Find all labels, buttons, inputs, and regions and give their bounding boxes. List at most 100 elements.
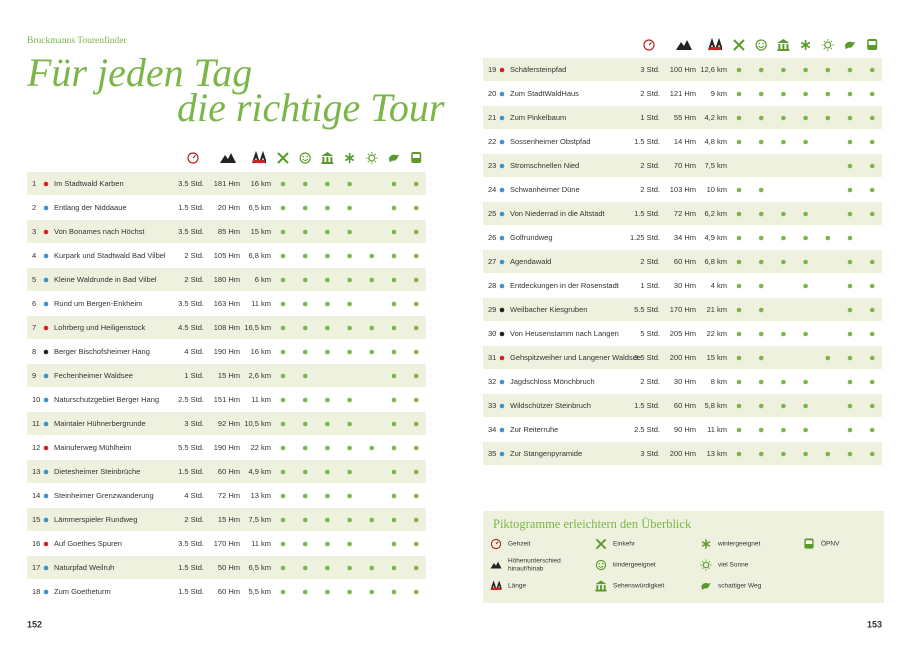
tour-time: 3 Std. (640, 65, 660, 74)
feature-dot (302, 517, 308, 523)
legend-label: Höhenunterschied (508, 558, 561, 565)
tour-marker (499, 115, 505, 121)
feature-dot (825, 235, 831, 241)
feature-dot (736, 331, 742, 337)
feature-dot (302, 565, 308, 571)
feature-dot (758, 139, 764, 145)
tour-time: 1.5 Std. (178, 563, 204, 572)
row-bg (483, 298, 882, 321)
feature-dot (369, 253, 375, 259)
feature-dot (391, 253, 397, 259)
feature-dot (280, 253, 286, 259)
feature-dot (869, 427, 875, 433)
feature-dot (280, 565, 286, 571)
row-bg (483, 178, 882, 201)
row-bg (483, 442, 882, 465)
tour-length: 21 km (707, 305, 727, 314)
feature-dot (869, 259, 875, 265)
feature-dot (736, 427, 742, 433)
feature-dot (847, 427, 853, 433)
tour-name: Fechenheimer Waldsee (54, 371, 133, 380)
feature-dot (347, 589, 352, 595)
legend-label: viel Sonne (718, 562, 749, 569)
feature-dot (803, 115, 808, 121)
feature-dot (736, 259, 742, 265)
feature-dot (302, 181, 308, 187)
tour-time: 3.5 Std. (178, 539, 204, 548)
feature-dot (280, 277, 286, 283)
tour-length: 13 km (707, 449, 727, 458)
feature-dot (280, 301, 286, 307)
feature-dot (391, 493, 397, 499)
tour-length: 6,2 km (704, 209, 727, 218)
tour-time: 3.5 Std. (178, 227, 204, 236)
feature-dot (825, 91, 831, 97)
tour-number: 16 (32, 539, 40, 548)
tour-time: 1.5 Std. (634, 401, 660, 410)
feature-dot (302, 229, 308, 235)
feature-dot (369, 565, 375, 571)
feature-dot (391, 445, 397, 451)
tour-ascent: 170 Hm (214, 539, 240, 548)
tour-length: 11 km (251, 539, 271, 548)
tour-length: 7,5 km (248, 515, 271, 524)
icon (755, 39, 767, 51)
feature-dot (369, 517, 375, 523)
feature-dot (325, 469, 330, 475)
page-number: 153 (867, 619, 882, 629)
tour-name: Gehspitzweiher und Langener Waldsee (510, 353, 641, 362)
tour-name: Zum Goetheturm (54, 587, 111, 596)
tour-number: 32 (488, 377, 496, 386)
tour-length: 6 km (255, 275, 271, 284)
tour-number: 34 (488, 425, 496, 434)
feature-dot (347, 541, 352, 547)
tour-name: Dietesheimer Steinbrüche (54, 467, 140, 476)
icon (804, 538, 814, 549)
row-bg (483, 202, 882, 225)
feature-dot (736, 379, 742, 385)
tour-time: 3.5 Std. (178, 179, 204, 188)
icon (867, 39, 878, 50)
tour-marker (499, 139, 505, 145)
feature-dot (413, 229, 419, 235)
tour-name: Rund um Bergen-Enkheim (54, 299, 142, 308)
icon (388, 154, 400, 163)
tour-name: Jagdschloss Mönchbruch (510, 377, 595, 386)
tour-length: 22 km (251, 443, 271, 452)
title-line: Für jeden Tag (26, 50, 252, 95)
tour-number: 4 (32, 251, 36, 260)
tour-name: Von Niederrad in die Altstadt (510, 209, 606, 218)
tour-number: 1 (32, 179, 36, 188)
tour-number: 30 (488, 329, 496, 338)
row-bg (483, 106, 882, 129)
feature-dot (391, 421, 397, 427)
tour-marker (499, 211, 505, 217)
row-bg (483, 418, 882, 441)
icon (821, 39, 834, 51)
row-bg (27, 268, 426, 291)
feature-dot (413, 565, 419, 571)
tour-name: Zum Pinkelbaum (510, 113, 566, 122)
tour-marker (43, 541, 49, 547)
tour-time: 1.5 Std. (178, 587, 204, 596)
feature-dot (413, 469, 419, 475)
feature-dot (847, 355, 853, 361)
feature-dot (736, 355, 742, 361)
feature-dot (781, 211, 786, 217)
tour-ascent: 60 Hm (218, 587, 240, 596)
tour-number: 33 (488, 401, 496, 410)
feature-dot (325, 325, 330, 331)
legend-label: hinauf/hinab (508, 566, 544, 573)
feature-dot (391, 589, 397, 595)
feature-dot (391, 349, 397, 355)
icon (777, 39, 790, 51)
tour-time: 2 Std. (640, 161, 660, 170)
tour-name: Zum StadtWaldHaus (510, 89, 579, 98)
feature-dot (825, 451, 831, 457)
row-bg (483, 58, 882, 81)
tour-time: 1 Std. (184, 371, 204, 380)
feature-dot (869, 451, 875, 457)
feature-dot (803, 283, 808, 289)
feature-dot (413, 493, 419, 499)
feature-dot (302, 277, 308, 283)
